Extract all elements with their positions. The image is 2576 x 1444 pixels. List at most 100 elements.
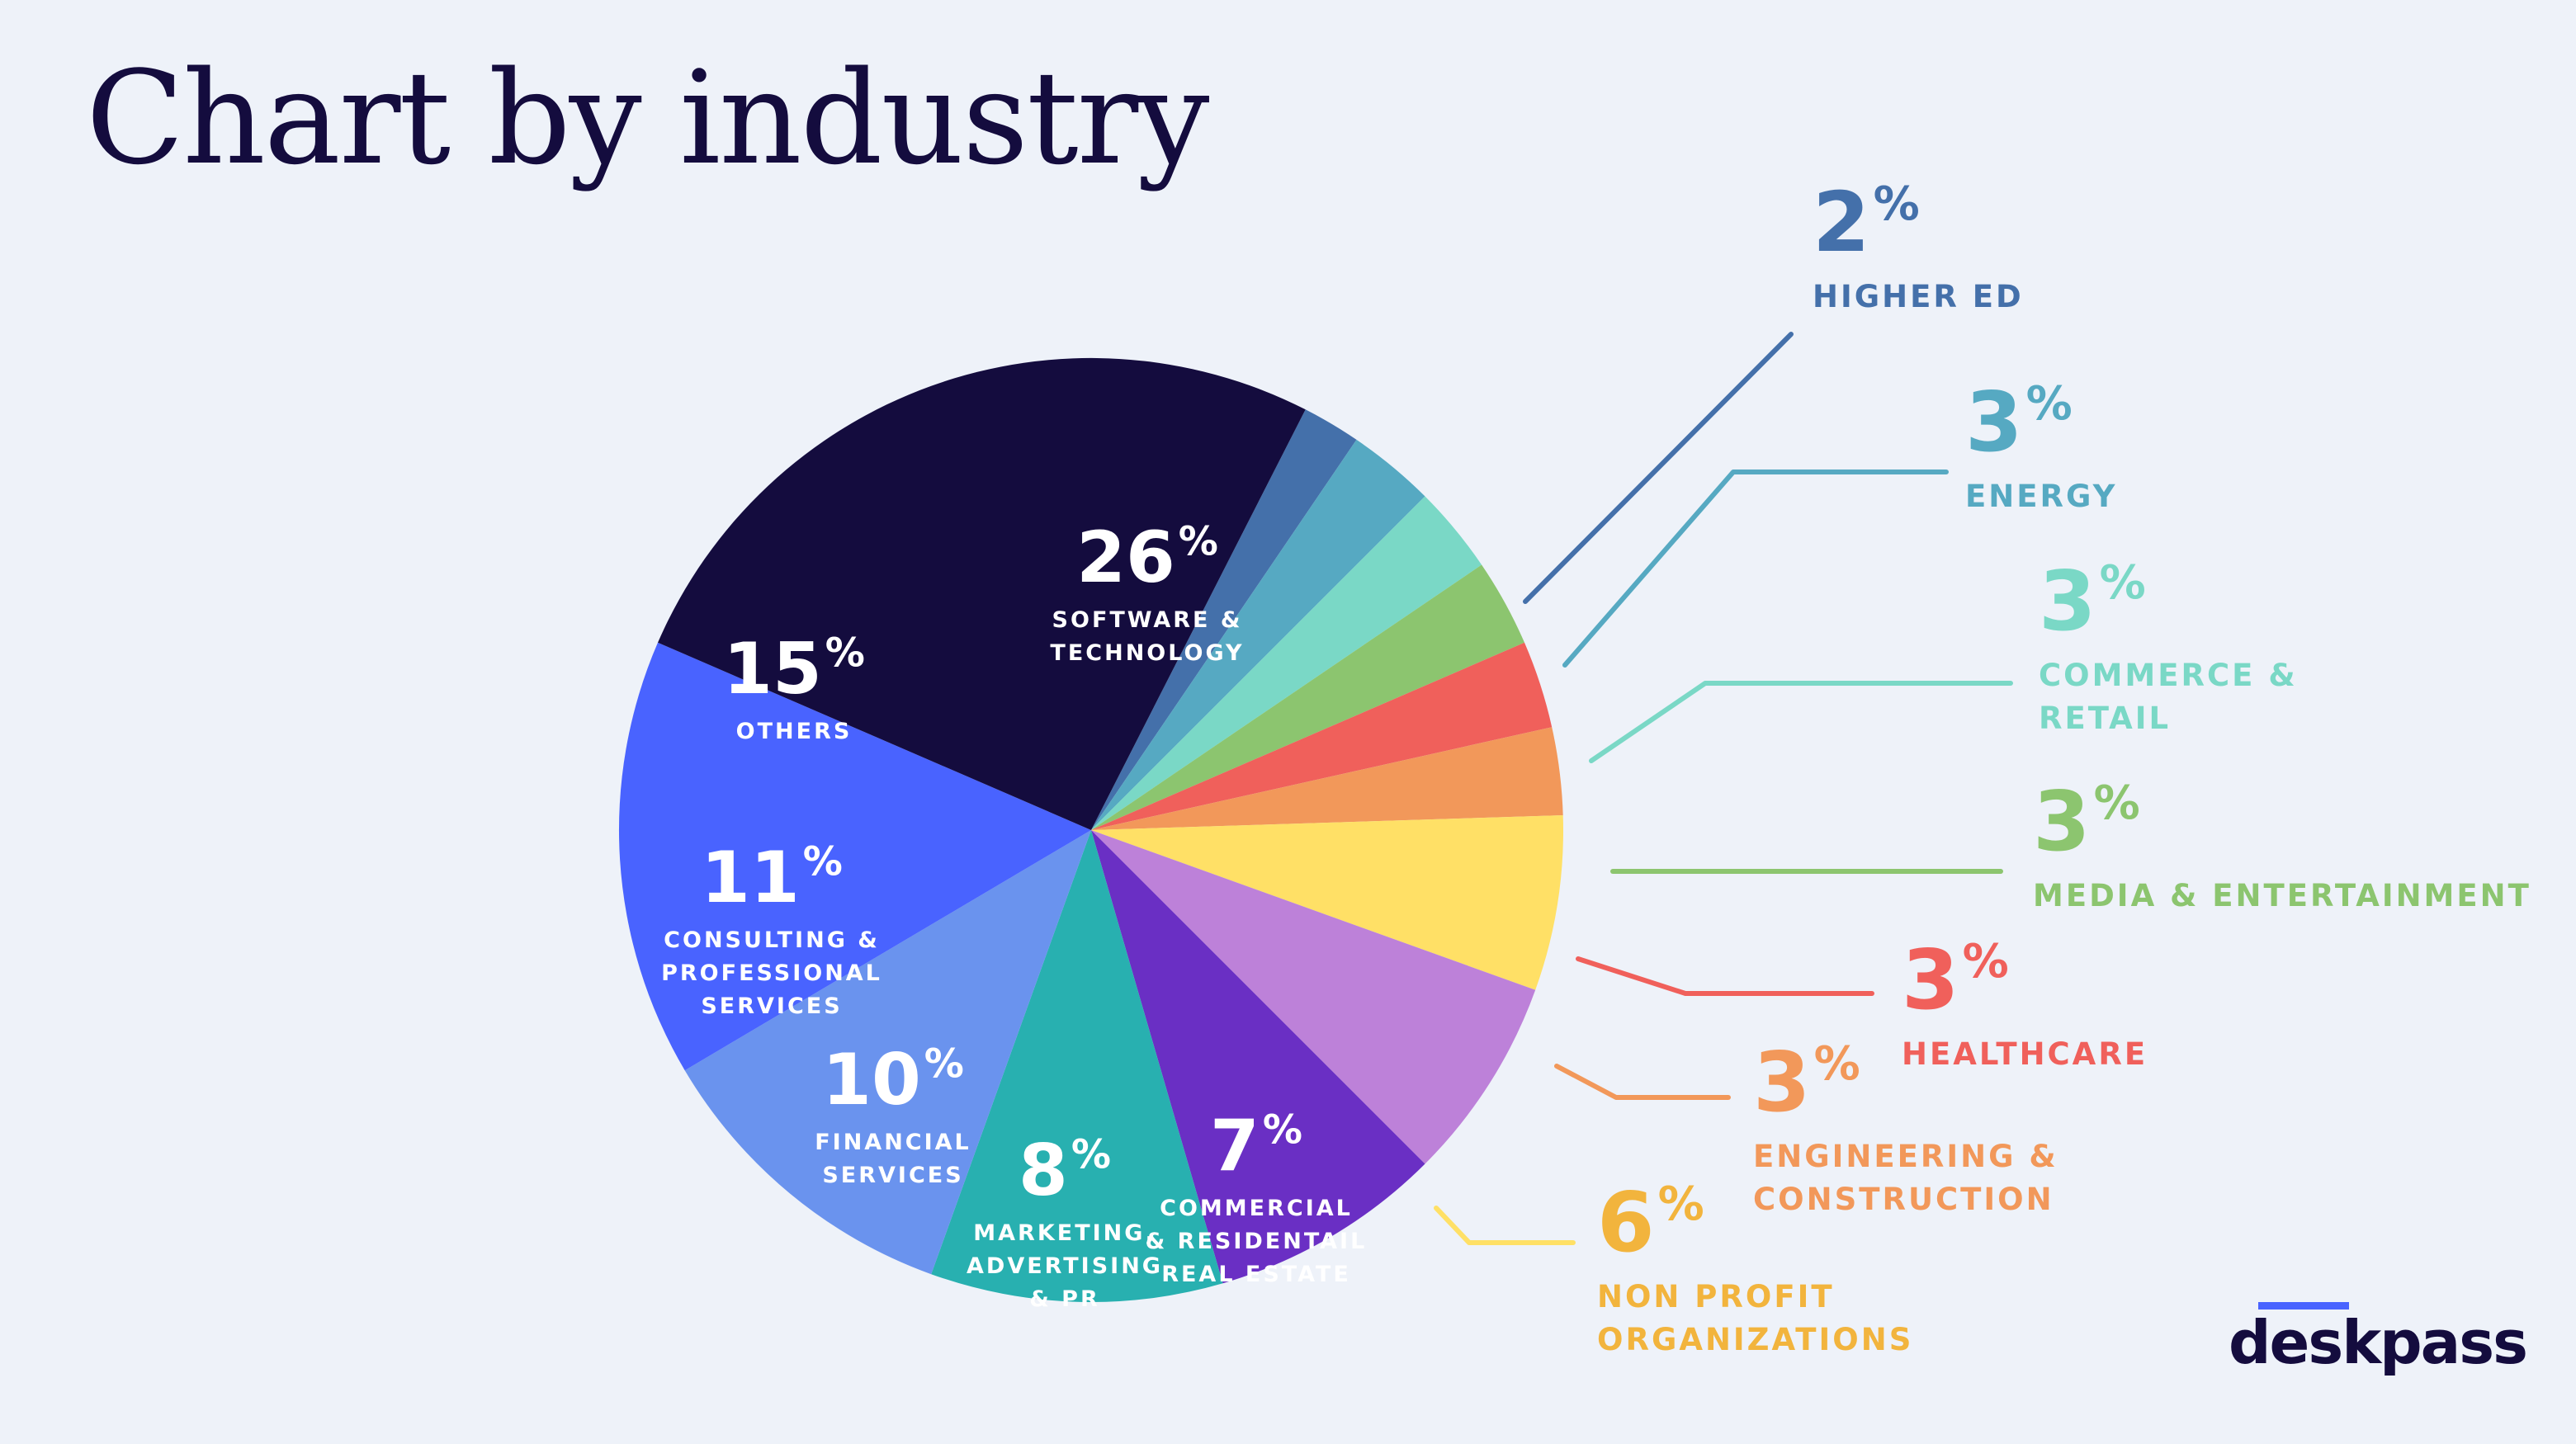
- leader-line-healthcare: [1576, 956, 1874, 996]
- slice-value-number: 8: [1019, 1130, 1068, 1212]
- slice-category-label: MEDIA & ENTERTAINMENT: [2033, 878, 2531, 913]
- slice-category-label: ORGANIZATIONS: [1597, 1322, 1913, 1357]
- pie-slice-software-technology: [658, 357, 1306, 830]
- pie-slice-financial-services: [931, 830, 1223, 1303]
- slice-value-number: 15: [723, 628, 822, 710]
- slice-label-consulting-professional-services: 11% CONSULTING & PROFESSIONAL SERVICES: [661, 837, 882, 1019]
- page-title: Chart by industry: [86, 43, 1209, 193]
- pie-labels: 2% HIGHER ED 3% ENERGY 3% COMMERCE & RETAIL 3% M…: [661, 174, 2531, 1357]
- slice-category-label: COMMERCIAL: [1160, 1196, 1353, 1221]
- pie-slice-non-profit-organizations: [1091, 815, 1563, 990]
- pie-slices: [618, 357, 1563, 1303]
- pie-slice-commercial-residentail-real-estate: [1091, 830, 1536, 1164]
- slice-category-label: REAL ESTATE: [1161, 1262, 1351, 1287]
- deskpass-logo: deskpass: [2229, 1302, 2528, 1377]
- slice-label-others: 15% OTHERS: [723, 628, 865, 744]
- slice-value-percent-sign: %: [2026, 377, 2073, 431]
- leader-line-commerce-retail: [1589, 681, 2013, 763]
- slice-value-percent-sign: %: [1963, 935, 2009, 989]
- slice-value-number: 6: [1597, 1174, 1655, 1271]
- slice-value-percent-sign: %: [1658, 1177, 1704, 1231]
- slice-label-software-technology: 26% SOFTWARE & TECHNOLOGY: [1050, 517, 1244, 666]
- slice-value-media-entertainment: 3%: [2033, 773, 2140, 870]
- slice-label-marketing-advertising-pr: 8% MARKETING, ADVERTISING & PR: [967, 1130, 1163, 1312]
- slice-category-label: PROFESSIONAL: [661, 960, 882, 986]
- slice-label-media-entertainment: 3% MEDIA & ENTERTAINMENT: [1610, 773, 2531, 913]
- pie-slice-higher-ed: [1091, 409, 1357, 830]
- slice-value-percent-sign: %: [1814, 1037, 1860, 1091]
- pie-slice-commerce-retail: [1091, 496, 1482, 830]
- slice-value-percent-sign: %: [1179, 518, 1218, 564]
- slice-value-percent-sign: %: [1263, 1107, 1302, 1153]
- slice-category-label: TECHNOLOGY: [1050, 640, 1244, 666]
- slice-value-financial-services: 10%: [822, 1039, 964, 1121]
- slice-value-percent-sign: %: [1874, 177, 1920, 231]
- slice-value-higher-ed: 2%: [1813, 174, 1920, 271]
- slice-label-energy: 3% ENERGY: [1562, 374, 2117, 668]
- slice-value-number: 10: [822, 1039, 921, 1121]
- slice-value-number: 3: [1753, 1034, 1811, 1130]
- slice-category-label: & PR: [1029, 1286, 1100, 1312]
- slice-category-label: OTHERS: [736, 719, 853, 744]
- slice-category-label: MARKETING,: [973, 1220, 1156, 1246]
- slice-category-label: NON PROFIT: [1597, 1279, 1835, 1314]
- slice-value-number: 3: [2033, 773, 2091, 870]
- pie-slice-engineering-construction: [1091, 727, 1563, 830]
- slice-category-label: ENERGY: [1965, 479, 2117, 514]
- pie-slice-others: [618, 642, 1091, 1071]
- leader-line-engineering-construction: [1554, 1064, 1731, 1100]
- slice-value-software-technology: 26%: [1076, 517, 1218, 599]
- slice-label-financial-services: 10% FINANCIAL SERVICES: [815, 1039, 971, 1188]
- slice-label-commercial-residentail-real-estate: 7% COMMERCIAL & RESIDENTAIL REAL ESTATE: [1146, 1105, 1368, 1287]
- slice-label-non-profit-organizations: 6% NON PROFIT ORGANIZATIONS: [1434, 1174, 1913, 1357]
- slice-value-energy: 3%: [1965, 374, 2073, 470]
- slice-category-label: RETAIL: [2039, 701, 2171, 736]
- slice-label-commerce-retail: 3% COMMERCE & RETAIL: [1589, 553, 2298, 763]
- slice-category-label: COMMERCE &: [2039, 658, 2298, 693]
- slice-category-label: HIGHER ED: [1813, 279, 2024, 314]
- slice-value-number: 3: [1965, 374, 2023, 470]
- slice-category-label: & RESIDENTAIL: [1146, 1229, 1368, 1254]
- slice-value-percent-sign: %: [2094, 776, 2140, 830]
- slice-value-number: 3: [2039, 553, 2096, 649]
- slice-category-label: SOFTWARE &: [1052, 607, 1243, 633]
- slice-value-number: 2: [1813, 174, 1870, 271]
- slice-category-label: SERVICES: [701, 993, 842, 1019]
- slice-category-label: ENGINEERING &: [1753, 1139, 2058, 1174]
- slice-category-label: CONSULTING &: [664, 927, 880, 953]
- slice-value-commerce-retail: 3%: [2039, 553, 2146, 649]
- leader-line-energy: [1562, 470, 1949, 668]
- slice-value-number: 7: [1210, 1105, 1260, 1187]
- slice-value-marketing-advertising-pr: 8%: [1019, 1130, 1111, 1212]
- slice-value-percent-sign: %: [1071, 1131, 1111, 1177]
- slice-value-number: 3: [1902, 932, 1959, 1028]
- pie-slice-consulting-professional-services: [684, 830, 1091, 1275]
- slice-value-commercial-residentail-real-estate: 7%: [1210, 1105, 1302, 1187]
- slice-category-label: FINANCIAL: [815, 1130, 971, 1155]
- slice-value-non-profit-organizations: 6%: [1597, 1174, 1704, 1271]
- logo-accent-bar: [2258, 1302, 2349, 1310]
- slice-category-label: SERVICES: [822, 1163, 963, 1188]
- slice-value-engineering-construction: 3%: [1753, 1034, 1860, 1130]
- slice-value-percent-sign: %: [924, 1041, 964, 1087]
- pie-slice-energy: [1091, 439, 1425, 830]
- pie-slice-healthcare: [1091, 642, 1553, 830]
- leader-line-higher-ed: [1523, 332, 1794, 604]
- slice-value-healthcare: 3%: [1902, 932, 2009, 1028]
- slice-category-label: ADVERTISING: [967, 1253, 1163, 1279]
- slice-value-others: 15%: [723, 628, 865, 710]
- slice-value-percent-sign: %: [803, 838, 843, 885]
- leader-line-non-profit-organizations: [1434, 1206, 1576, 1245]
- pie-slice-marketing-advertising-pr: [1091, 830, 1425, 1284]
- pie-slice-media-entertainment: [1091, 564, 1524, 830]
- slice-label-higher-ed: 2% HIGHER ED: [1523, 174, 2024, 604]
- slice-value-number: 26: [1076, 517, 1175, 599]
- slice-value-percent-sign: %: [2100, 556, 2146, 610]
- slice-label-engineering-construction: 3% ENGINEERING & CONSTRUCTION: [1554, 1034, 2058, 1217]
- slice-value-consulting-professional-services: 11%: [701, 837, 843, 919]
- slice-label-healthcare: 3% HEALTHCARE: [1576, 932, 2148, 1072]
- logo-text: deskpass: [2229, 1308, 2528, 1377]
- slice-category-label: HEALTHCARE: [1902, 1036, 2148, 1072]
